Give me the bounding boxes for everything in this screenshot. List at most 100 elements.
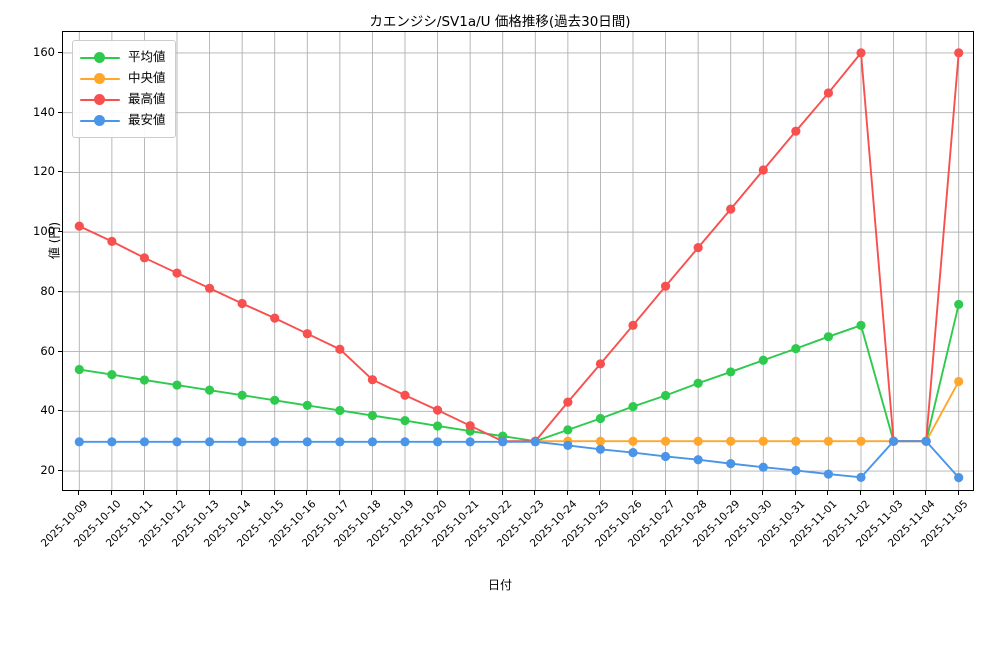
legend-swatch-icon <box>80 93 120 107</box>
data-point <box>758 436 768 446</box>
data-point <box>400 390 410 400</box>
data-point <box>367 410 378 421</box>
data-point <box>139 375 150 385</box>
data-point <box>498 437 508 447</box>
data-point <box>107 437 117 447</box>
y-axis-tick-label: 60 <box>40 343 55 358</box>
data-point <box>758 355 768 365</box>
x-axis-tick-mark <box>241 491 243 495</box>
y-axis-tick-mark <box>58 171 62 173</box>
data-point <box>693 378 703 388</box>
data-point <box>172 380 182 390</box>
x-axis-tick-mark <box>273 491 275 495</box>
data-point <box>107 236 117 246</box>
data-point <box>954 48 964 58</box>
data-point <box>856 472 866 482</box>
data-point <box>791 126 801 136</box>
data-point <box>335 437 345 447</box>
data-point <box>823 88 834 98</box>
data-point <box>595 359 606 369</box>
data-point <box>954 299 964 310</box>
data-point <box>954 473 964 483</box>
x-axis-tick-mark <box>632 491 633 495</box>
data-point <box>823 469 834 479</box>
data-point <box>856 320 866 330</box>
data-point <box>432 405 443 415</box>
data-point <box>237 298 247 309</box>
x-axis-tick-mark <box>566 491 568 495</box>
data-point <box>302 437 312 447</box>
x-axis-tick-mark <box>892 491 894 495</box>
data-point <box>791 344 801 354</box>
y-axis-tick-label: 40 <box>40 403 55 418</box>
y-axis-tick-label: 100 <box>33 224 55 239</box>
data-point <box>823 332 834 342</box>
data-point <box>758 462 768 472</box>
x-axis-tick-mark <box>404 491 405 495</box>
x-axis-tick-mark <box>729 491 731 495</box>
data-point <box>628 401 638 412</box>
x-axis-tick-mark <box>534 491 536 495</box>
x-axis-tick-mark <box>208 491 210 495</box>
data-point <box>367 375 378 385</box>
data-point <box>693 455 703 465</box>
x-axis-tick-mark <box>501 491 503 495</box>
data-point <box>791 436 801 446</box>
y-axis-tick-label: 80 <box>40 283 55 298</box>
data-point <box>726 367 736 377</box>
x-axis-tick-mark <box>469 491 471 495</box>
data-point <box>302 329 312 339</box>
legend-item-label: 最安値 <box>128 112 166 128</box>
x-axis-tick-mark <box>860 491 861 495</box>
data-point <box>791 465 801 476</box>
data-point <box>856 48 866 58</box>
x-axis-tick-mark <box>306 491 308 495</box>
data-point <box>270 313 280 323</box>
page-title: カエンジシ/SV1a/U 価格推移(過去30日間) <box>369 14 631 30</box>
data-point <box>693 436 703 446</box>
x-axis-tick-mark <box>110 491 112 495</box>
data-point <box>270 437 280 447</box>
y-axis-tick-label: 140 <box>33 104 55 119</box>
data-point <box>823 436 834 446</box>
data-point <box>107 370 117 380</box>
legend-item-0[interactable]: 平均値 <box>80 47 166 68</box>
data-point <box>204 283 215 293</box>
x-axis-tick-mark <box>697 491 699 495</box>
legend-item-1[interactable]: 中央値 <box>80 68 166 89</box>
x-axis-tick-mark <box>957 491 959 495</box>
data-point <box>856 436 866 446</box>
data-point <box>237 437 247 447</box>
data-point <box>660 390 671 401</box>
data-point <box>921 436 931 446</box>
data-point <box>563 397 573 407</box>
data-point <box>237 390 247 400</box>
data-point <box>302 400 312 410</box>
legend-item-3[interactable]: 最安値 <box>80 110 166 131</box>
x-axis-tick-mark <box>794 491 796 495</box>
data-point <box>74 437 84 447</box>
data-point <box>758 165 768 175</box>
y-axis-tick-mark <box>58 470 62 472</box>
data-point <box>726 204 736 214</box>
x-axis-label: 日付 <box>487 578 512 592</box>
legend-item-2[interactable]: 最高値 <box>80 89 166 110</box>
data-point <box>465 421 475 431</box>
x-axis-tick-mark <box>762 491 764 495</box>
chart-figure: カエンジシ/SV1a/U 価格推移(過去30日間) 値 (円) 日付 20 40 6… <box>33 14 974 592</box>
data-point <box>139 253 150 263</box>
data-point <box>400 437 410 447</box>
data-point <box>74 221 84 231</box>
x-axis-tick-mark <box>436 491 438 495</box>
data-point <box>954 376 964 387</box>
data-point <box>726 459 736 469</box>
legend-swatch-icon <box>80 72 120 86</box>
data-point <box>595 444 606 454</box>
x-axis-tick-mark <box>599 491 601 495</box>
data-point <box>628 436 638 446</box>
y-axis-tick-mark <box>58 290 62 292</box>
y-axis-tick-label: 160 <box>33 44 55 59</box>
data-point <box>726 436 736 446</box>
data-point <box>204 437 215 447</box>
y-axis-tick-mark <box>58 51 62 53</box>
